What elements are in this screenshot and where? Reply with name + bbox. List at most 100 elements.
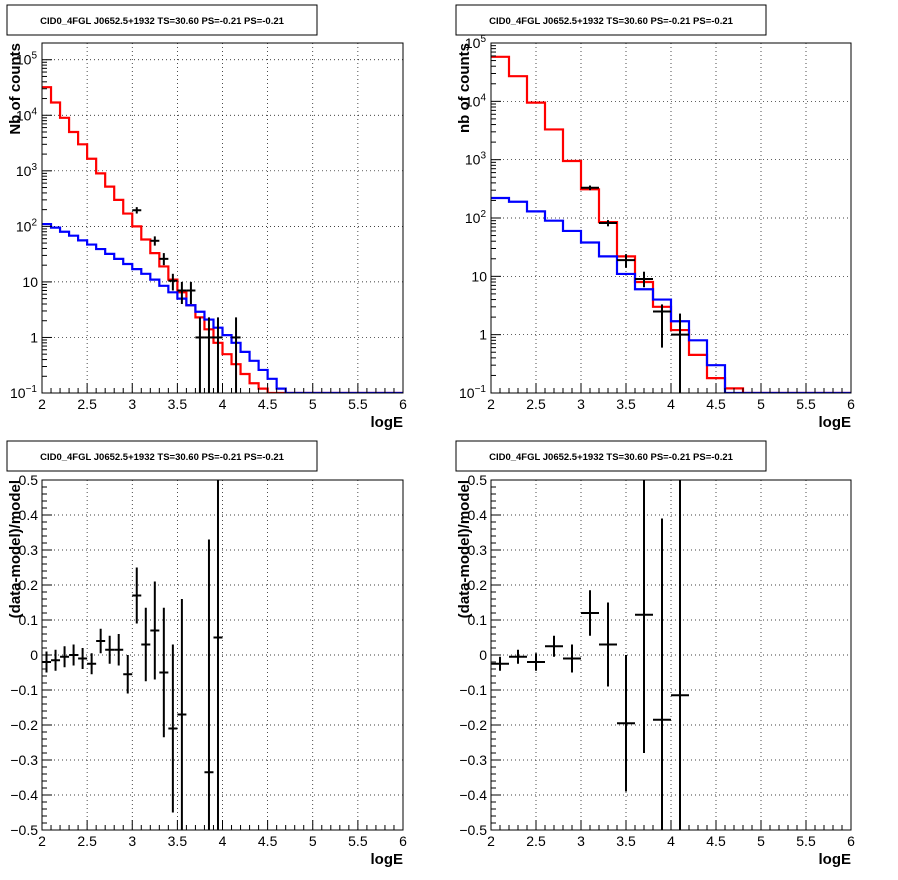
x-tick-label: 2.5 [77, 396, 97, 412]
y-tick-label: −0.1 [10, 682, 38, 698]
plot-area: 2 2.5 3 3.5 4 4.5 5 5.5 6 −0.5 −0.4 −0.3 −0.2 −0.1 0 0.… [456, 472, 855, 868]
y-tick-label: 104 [465, 92, 487, 109]
data-point [671, 480, 689, 830]
data-point [141, 607, 151, 682]
data-layer [491, 55, 851, 393]
y-tick-label: −0.2 [459, 717, 487, 733]
y-tick-label: 0.1 [19, 612, 39, 628]
data-point [509, 649, 527, 664]
data-point [635, 271, 653, 288]
data-point [195, 317, 205, 393]
y-tick-label: 0.5 [19, 472, 39, 488]
y-tick-label: 1 [479, 327, 487, 343]
data-point [123, 655, 133, 694]
y-tick-label: 0.3 [19, 542, 39, 558]
x-axis-label: logE [819, 851, 852, 868]
data-point [51, 649, 61, 671]
series-line [42, 86, 403, 393]
data-point [545, 635, 563, 657]
y-tick-label: 10 [471, 268, 487, 284]
data-point [653, 304, 671, 348]
panel-title: CID0_4FGL J0652.5+1932 TS=30.60 PS=-0.21… [489, 452, 734, 463]
ticks [490, 479, 852, 831]
plot-area: 2 2.5 3 3.5 4 4.5 5 5.5 6 10−1 1 10 102 103 104 105 logE… [456, 34, 855, 431]
x-tick-label: 2 [38, 833, 46, 849]
y-tick-label: −0.3 [10, 752, 38, 768]
data-point [96, 628, 106, 654]
y-tick-label: 0.5 [468, 472, 488, 488]
data-point [599, 220, 617, 227]
plot-area: 2 2.5 3 3.5 4 4.5 5 5.5 6 10−1 1 10 102 103 104 105 logE… [7, 42, 407, 431]
x-tick-label: 4.5 [258, 833, 278, 849]
y-tick-label: −0.5 [10, 822, 38, 838]
data-point [491, 656, 509, 671]
y-tick-label: −0.4 [459, 787, 487, 803]
data-point [150, 236, 160, 246]
x-tick-label: 4.5 [706, 396, 726, 412]
y-tick-label: 102 [465, 209, 487, 226]
ticks [41, 42, 404, 394]
data-point [132, 567, 142, 624]
grid [41, 43, 404, 394]
y-tick-label: 0.3 [468, 542, 488, 558]
data-point [527, 653, 545, 671]
data-point [204, 317, 214, 393]
y-tick-label: 102 [16, 217, 38, 234]
data-point [114, 634, 124, 666]
data-point [69, 644, 79, 666]
panel-bottom-left: CID0_4FGL J0652.5+1932 TS=30.60 PS=-0.21… [6, 440, 407, 868]
y-tick-label: 10 [22, 274, 38, 290]
data-point [581, 185, 599, 191]
data-point [60, 646, 70, 668]
y-tick-label: 103 [465, 151, 487, 168]
data-point [231, 317, 241, 393]
y-axis-label: (data-model)/model [456, 480, 473, 618]
y-tick-label: 0.1 [468, 612, 488, 628]
data-point [177, 599, 187, 830]
ticks [490, 42, 852, 394]
data-point [168, 273, 178, 291]
panel-top-left: CID0_4FGL J0652.5+1932 TS=30.60 PS=-0.21… [6, 4, 407, 431]
x-tick-label: 3 [128, 396, 136, 412]
y-tick-label: −0.4 [10, 787, 38, 803]
panel-bottom-right: CID0_4FGL J0652.5+1932 TS=30.60 PS=-0.21… [455, 440, 855, 868]
title-box [6, 4, 318, 36]
x-tick-label: 2 [38, 396, 46, 412]
title-box [6, 440, 318, 472]
x-tick-label: 5.5 [348, 396, 368, 412]
data-point [213, 317, 223, 393]
panel-title: CID0_4FGL J0652.5+1932 TS=30.60 PS=-0.21… [40, 452, 285, 463]
data-point [177, 281, 187, 305]
y-tick-label: 0 [30, 647, 38, 663]
x-tick-label: 4.5 [258, 396, 278, 412]
x-tick-label: 2.5 [77, 833, 97, 849]
x-tick-label: 4 [667, 396, 675, 412]
title-box [455, 4, 767, 36]
data-point [617, 254, 635, 268]
y-tick-label: −0.2 [10, 717, 38, 733]
x-tick-label: 6 [399, 396, 407, 412]
x-tick-label: 3.5 [616, 833, 636, 849]
plot-area: 2 2.5 3 3.5 4 4.5 5 5.5 6 −0.5 −0.4 −0.3 −0.2 −0.1 0 0.… [7, 472, 407, 868]
x-tick-label: 3.5 [168, 396, 188, 412]
data-point [78, 648, 88, 669]
panel-top-right: CID0_4FGL J0652.5+1932 TS=30.60 PS=-0.21… [455, 4, 855, 431]
x-tick-label: 6 [399, 833, 407, 849]
y-tick-label: 10−1 [10, 384, 37, 401]
data-point [87, 653, 97, 675]
y-tick-label: 105 [465, 34, 487, 51]
data-point [159, 607, 169, 738]
x-tick-label: 5 [757, 396, 765, 412]
x-tick-label: 5 [309, 396, 317, 412]
x-axis-label: logE [819, 414, 852, 431]
series-line [42, 222, 403, 393]
data-point [132, 207, 142, 214]
x-tick-label: 3 [128, 833, 136, 849]
data-layer [42, 480, 223, 830]
x-tick-label: 5.5 [348, 833, 368, 849]
y-tick-label: −0.3 [459, 752, 487, 768]
x-tick-label: 3 [577, 396, 585, 412]
x-tick-label: 2.5 [526, 833, 546, 849]
y-tick-label: 0.4 [468, 507, 488, 523]
